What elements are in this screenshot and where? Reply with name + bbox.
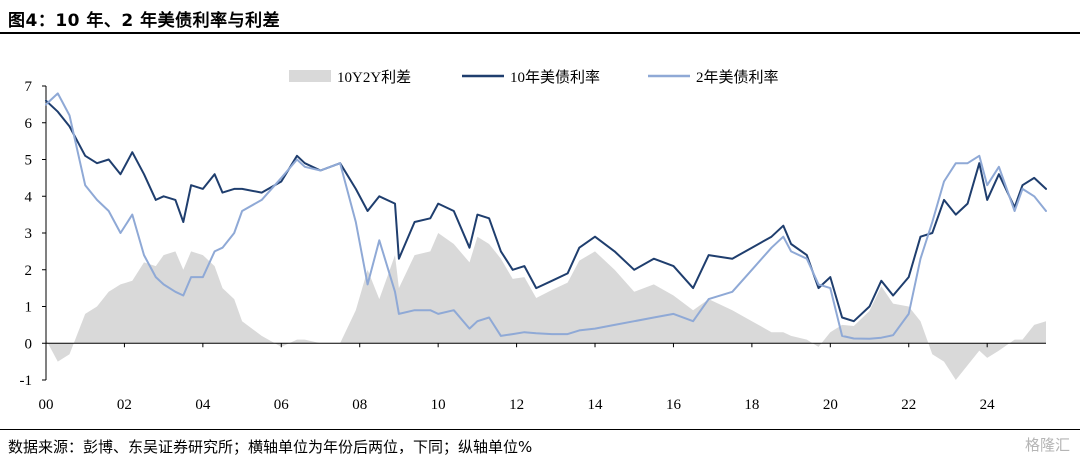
y-tick-label: 3 xyxy=(25,226,33,242)
legend: 10Y2Y利差 10年美债利率 2年美债利率 xyxy=(289,69,779,86)
line-2y-rate xyxy=(45,92,1047,340)
x-tick-label: 08 xyxy=(352,397,367,413)
x-tick-label: 06 xyxy=(274,397,290,413)
legend-label-spread: 10Y2Y利差 xyxy=(337,69,411,86)
y-tick-label: 7 xyxy=(25,79,33,95)
x-tick-label: 24 xyxy=(980,397,996,413)
y-tick-label: 2 xyxy=(25,263,33,279)
legend-swatch-spread xyxy=(289,70,331,82)
x-tick-label: 16 xyxy=(666,397,682,413)
y-tick-label: 4 xyxy=(25,189,33,205)
y-tick-label: 5 xyxy=(25,153,33,169)
x-tick-label: 20 xyxy=(823,397,838,413)
legend-label-y2: 2年美债利率 xyxy=(696,69,779,86)
y-tick-label: 6 xyxy=(25,116,33,132)
watermark-logo: 格隆汇 xyxy=(1024,436,1070,454)
spread-area xyxy=(46,233,1046,380)
data-source-note: 数据来源：彭博、东吴证券研究所；横轴单位为年份后两位，下同；纵轴单位% xyxy=(8,438,533,456)
y-tick-label: 1 xyxy=(25,300,33,316)
y-tick-label: -1 xyxy=(20,373,33,389)
y-tick-label: 0 xyxy=(25,336,33,352)
x-tick-label: 10 xyxy=(431,397,446,413)
bottom-rule xyxy=(0,429,1080,430)
x-tick-label: 18 xyxy=(744,397,759,413)
x-tick-label: 02 xyxy=(117,397,132,413)
top-rule xyxy=(0,32,1080,34)
rate-lines-group xyxy=(45,92,1047,340)
x-tick-label: 22 xyxy=(901,397,916,413)
legend-label-y10: 10年美债利率 xyxy=(510,69,600,86)
x-tick-label: 14 xyxy=(588,397,604,413)
x-tick-label: 12 xyxy=(509,397,524,413)
line-10y-rate xyxy=(45,99,1047,323)
spread-area-group xyxy=(46,233,1046,380)
page-title: 图4：10 年、2 年美债利率与利差 xyxy=(8,11,281,31)
x-tick-label: 04 xyxy=(195,397,211,413)
x-tick-label: 00 xyxy=(39,397,54,413)
